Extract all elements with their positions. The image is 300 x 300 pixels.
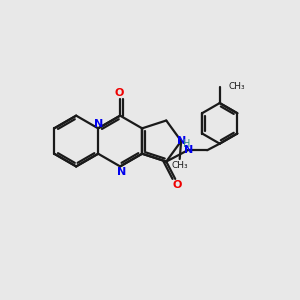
Text: O: O [115, 88, 124, 98]
Text: N: N [94, 119, 104, 129]
Text: O: O [172, 180, 182, 190]
Text: H: H [184, 139, 191, 149]
Text: N: N [117, 167, 126, 177]
Text: N: N [177, 136, 186, 146]
Text: N: N [184, 145, 193, 155]
Text: CH₃: CH₃ [228, 82, 245, 91]
Text: CH₃: CH₃ [171, 161, 188, 170]
